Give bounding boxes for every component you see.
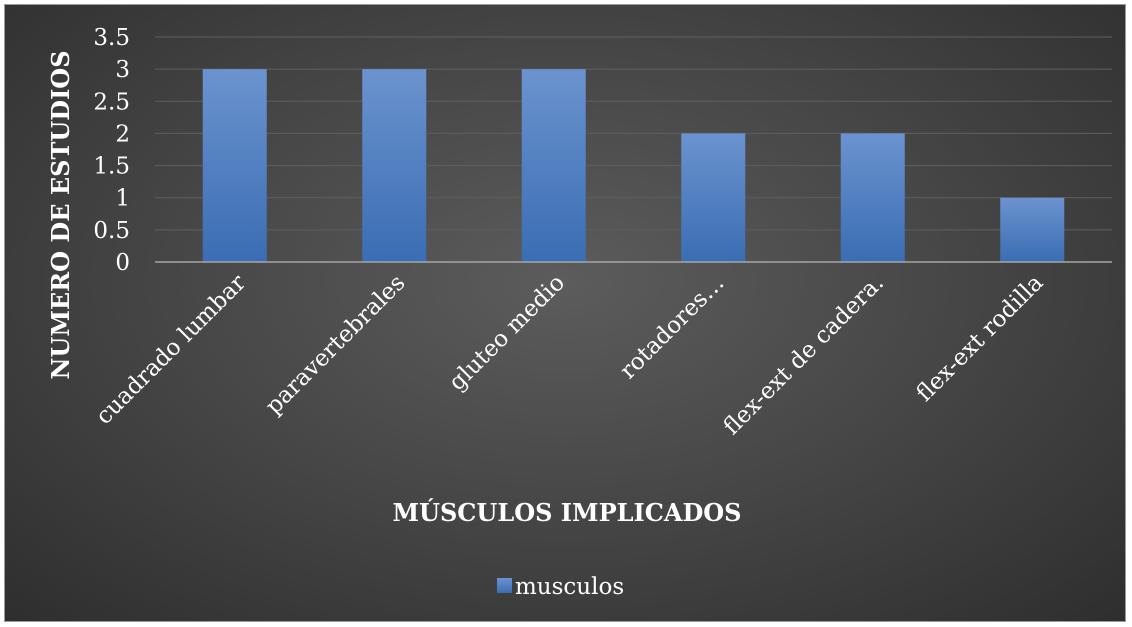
- y-tick-label: 0: [115, 250, 130, 276]
- legend: musculos: [497, 574, 624, 600]
- y-tick-label: 3: [115, 57, 130, 83]
- x-tick-labels: cuadrado lumbar paravertebrales gluteo med…: [91, 270, 1049, 441]
- y-tick-labels: 0 0.5 1 1.5 2 2.5 3 3.5: [93, 25, 130, 276]
- y-tick-label: 0.5: [93, 218, 130, 244]
- y-tick-label: 1: [115, 186, 130, 212]
- gridlines: [155, 36, 1112, 231]
- legend-swatch-musculos: [497, 578, 512, 593]
- bar-3: [681, 133, 746, 262]
- x-tick-label: flex-ext rodilla: [911, 270, 1048, 407]
- x-tick-label: paravertebrales: [261, 270, 411, 420]
- y-tick-label: 3.5: [93, 25, 130, 51]
- bar-5: [1000, 197, 1065, 262]
- y-tick-label: 2: [115, 121, 130, 147]
- x-axis-title: MÚSCULOS IMPLICADOS: [392, 498, 741, 527]
- bar-0: [202, 69, 267, 263]
- y-axis-title: NUMERO DE ESTUDIOS: [46, 50, 75, 379]
- x-tick-label: rotadores…: [615, 270, 729, 384]
- x-tick-label: flex-ext de cadera.: [719, 270, 889, 440]
- bar-chart: 0 0.5 1 1.5 2 2.5 3 3.5 cuadrado lumbar paravert…: [46, 25, 1112, 600]
- bar-2: [521, 69, 586, 263]
- bar-4: [840, 133, 905, 262]
- x-tick-label: cuadrado lumbar: [91, 270, 251, 430]
- y-tick-label: 2.5: [93, 89, 130, 115]
- bar-1: [362, 69, 427, 263]
- y-tick-label: 1.5: [93, 154, 130, 180]
- legend-label-musculos: musculos: [515, 574, 624, 600]
- chart-frame: 0 0.5 1 1.5 2 2.5 3 3.5 cuadrado lumbar paravert…: [4, 4, 1126, 622]
- x-tick-label: gluteo medio: [444, 270, 570, 396]
- bars: [202, 69, 1065, 263]
